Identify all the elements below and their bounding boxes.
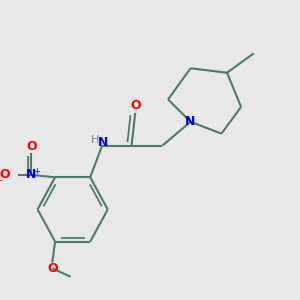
Text: +: + [33,167,40,176]
Text: O: O [0,168,11,182]
Text: -: - [0,175,2,185]
Text: N: N [185,115,196,128]
Text: N: N [98,136,109,149]
Text: O: O [130,99,141,112]
Text: O: O [47,262,58,275]
Text: H: H [91,135,99,145]
Text: N: N [26,168,36,182]
Text: O: O [26,140,37,153]
